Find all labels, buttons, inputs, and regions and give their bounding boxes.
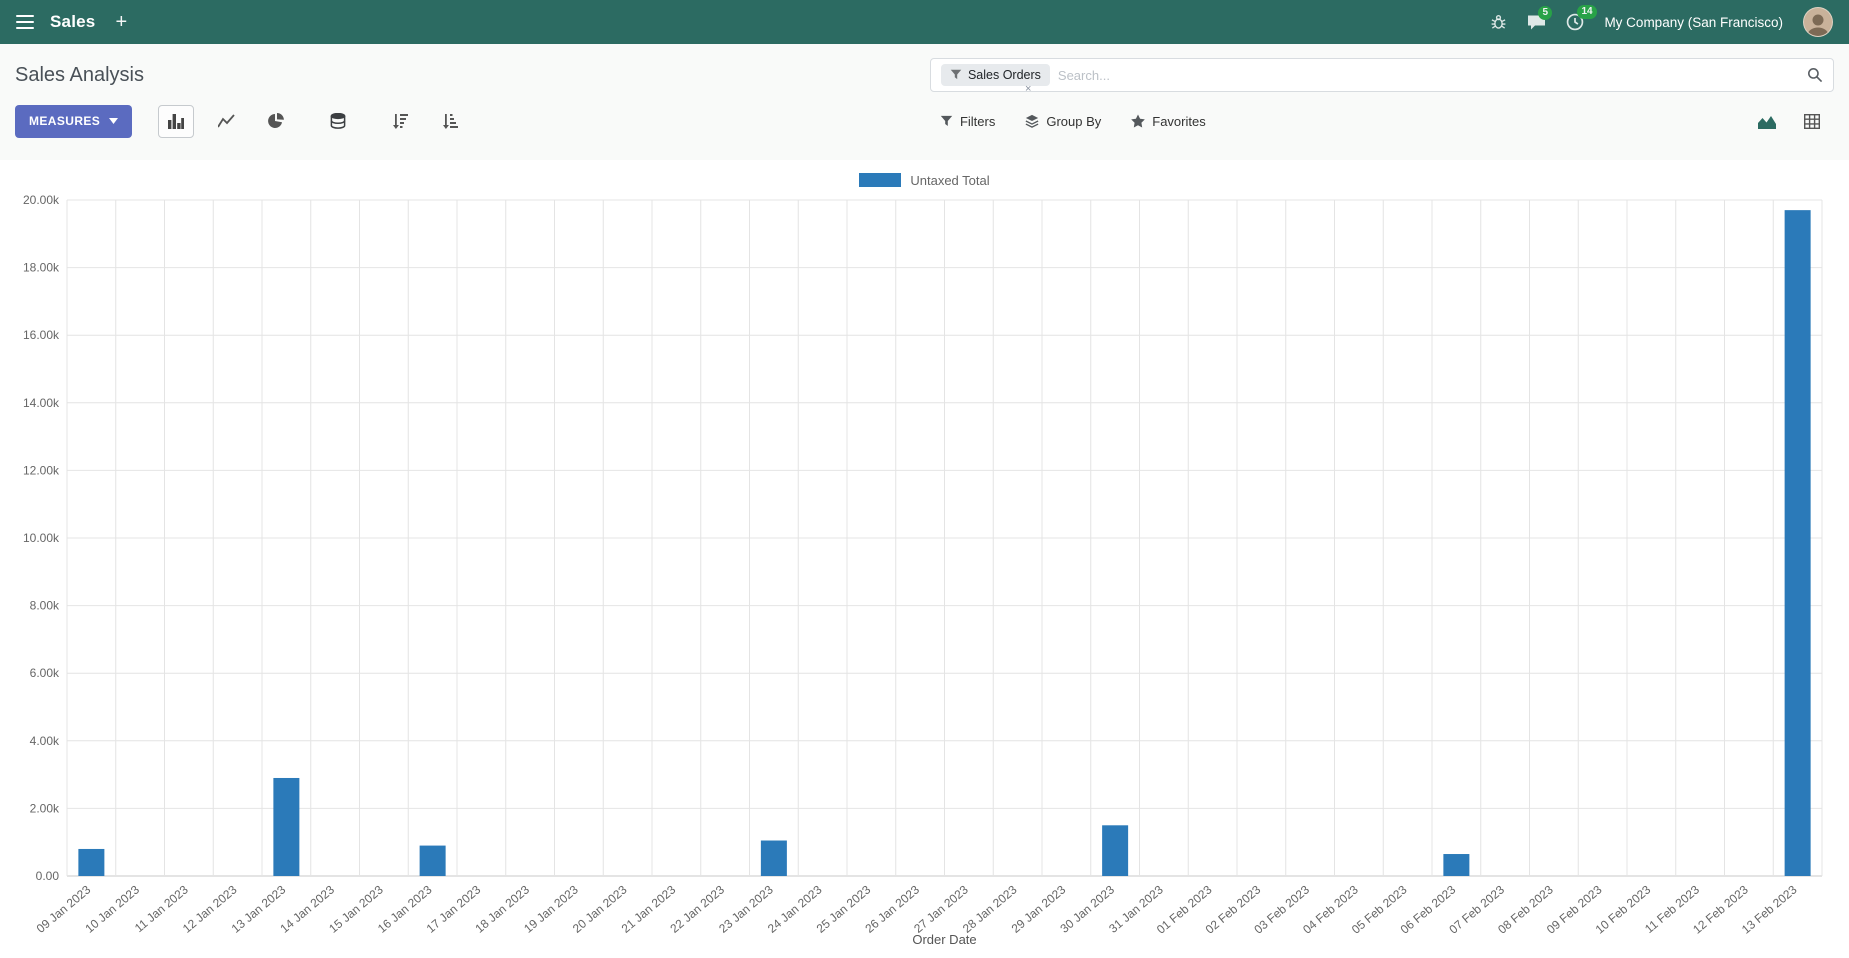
new-tab-button[interactable]: + [115, 11, 128, 33]
bar-chart[interactable]: 0.00 2.00k 4.00k 6.00k 8.00k 10.00k 12.00k 14.0… [0, 192, 1849, 952]
pie-chart-icon [268, 113, 285, 128]
messages-button[interactable]: 5 [1527, 5, 1552, 31]
line-chart-icon [217, 114, 235, 128]
chart-type-line-button[interactable] [208, 105, 244, 138]
messages-badge: 5 [1538, 5, 1552, 20]
legend-label: Untaxed Total [910, 172, 990, 188]
sort-ascending-button[interactable] [432, 105, 468, 138]
favorites-button[interactable]: Favorites [1131, 113, 1206, 129]
stacked-toggle-button[interactable] [320, 105, 356, 138]
measures-label: MEASURES [29, 114, 101, 128]
pivot-table-icon [1804, 113, 1820, 129]
svg-text:16.00k: 16.00k [23, 328, 60, 342]
activities-badge: 14 [1577, 5, 1597, 19]
filters-button[interactable]: Filters [940, 114, 995, 129]
chart-legend[interactable]: Untaxed Total [0, 160, 1849, 192]
area-chart-icon [1758, 115, 1776, 129]
svg-text:8.00k: 8.00k [30, 599, 60, 613]
search-input[interactable] [1057, 67, 1799, 83]
search-facet-label: Sales Orders [967, 68, 1041, 82]
person-icon [1807, 14, 1829, 36]
control-panel: Sales Analysis Sales Orders × [0, 44, 1849, 160]
apps-menu-icon[interactable] [16, 15, 34, 29]
sort-descending-button[interactable] [382, 105, 418, 138]
legend-swatch [859, 173, 902, 187]
group-by-label: Group By [1046, 113, 1102, 129]
filter-icon [940, 115, 953, 126]
group-by-button[interactable]: Group By [1025, 114, 1101, 129]
svg-text:Order Date: Order Date [912, 932, 976, 947]
graph-view: Untaxed Total 0.00 2.00k 4.00k 6.00k 8.00k 10… [0, 160, 1849, 958]
hamburger-icon [16, 15, 34, 29]
star-icon [1131, 114, 1146, 128]
svg-text:12.00k: 12.00k [23, 463, 60, 477]
layers-icon [1025, 114, 1039, 128]
facet-remove-button[interactable]: × [1024, 83, 1032, 95]
search-bar[interactable]: Sales Orders × [929, 58, 1834, 95]
view-pivot-button[interactable] [1804, 113, 1820, 129]
user-avatar[interactable] [1803, 7, 1833, 37]
svg-text:10.00k: 10.00k [23, 531, 60, 545]
favorites-label: Favorites [1152, 113, 1206, 129]
top-navbar: Sales + 5 14 My Company (San Francisco) [0, 0, 1849, 44]
svg-text:10 Jan 2023: 10 Jan 2023 [82, 882, 142, 935]
sort-asc-icon [443, 113, 459, 129]
svg-text:14.00k: 14.00k [23, 396, 60, 410]
svg-text:0.00: 0.00 [36, 869, 60, 883]
view-switcher [1758, 113, 1834, 129]
page-title: Sales Analysis [15, 63, 144, 86]
activities-button[interactable]: 14 [1566, 5, 1597, 31]
search-facet[interactable]: Sales Orders [940, 64, 1050, 86]
view-graph-button[interactable] [1758, 114, 1776, 129]
stacked-icon [330, 113, 346, 129]
svg-text:4.00k: 4.00k [30, 734, 60, 748]
chart-type-pie-button[interactable] [258, 105, 294, 138]
filter-icon [950, 69, 962, 80]
measures-button[interactable]: MEASURES [15, 104, 133, 138]
company-switcher[interactable]: My Company (San Francisco) [1604, 14, 1783, 30]
sort-desc-icon [393, 113, 409, 129]
debug-button[interactable] [1490, 14, 1507, 31]
app-name[interactable]: Sales [50, 12, 96, 31]
chart-type-bar-button[interactable] [158, 104, 195, 138]
search-icon[interactable] [1807, 67, 1823, 83]
svg-text:2.00k: 2.00k [30, 801, 60, 815]
caret-down-icon [109, 118, 119, 124]
svg-text:20.00k: 20.00k [23, 193, 60, 207]
filters-label: Filters [959, 113, 996, 129]
svg-text:6.00k: 6.00k [30, 666, 60, 680]
bug-icon [1492, 14, 1506, 29]
bar-chart-icon [168, 113, 185, 129]
svg-text:18.00k: 18.00k [23, 261, 60, 275]
clock-icon [1567, 13, 1584, 31]
